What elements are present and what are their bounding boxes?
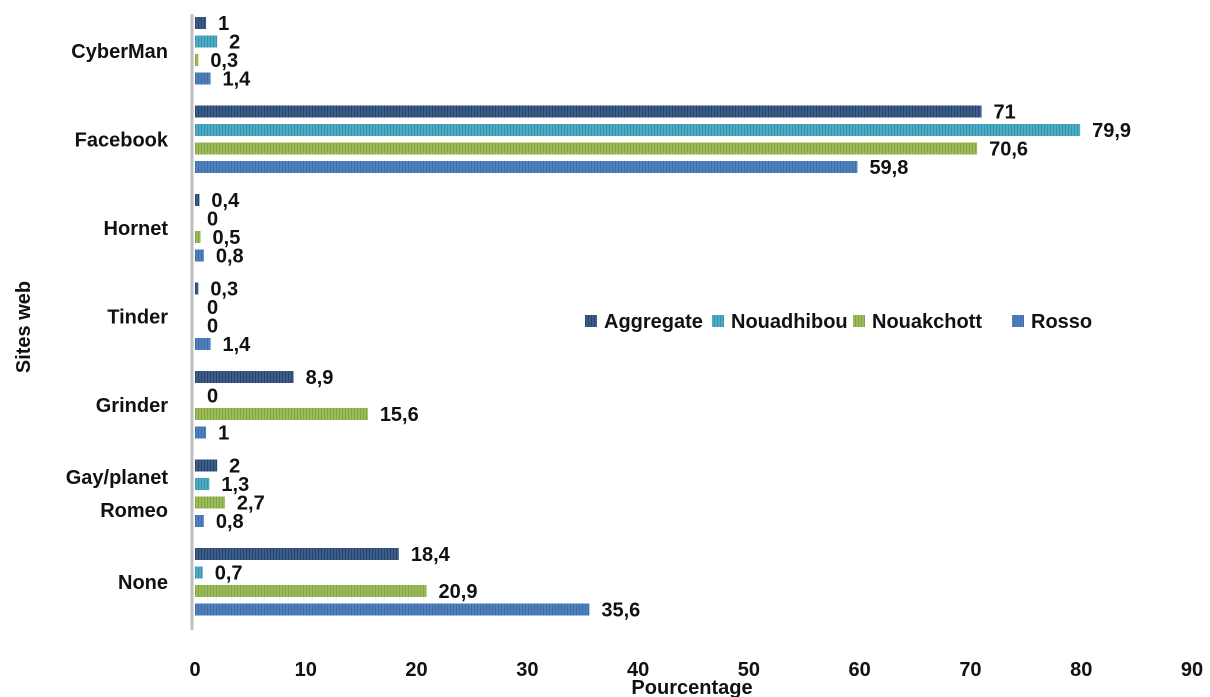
x-tick-label: 20 bbox=[405, 659, 427, 681]
x-tick-label: 10 bbox=[295, 659, 317, 681]
data-label: 15,6 bbox=[380, 404, 419, 426]
legend-swatch-nouadhibou bbox=[712, 315, 724, 327]
legend-label-nouakchott: Nouakchott bbox=[872, 311, 982, 333]
data-label: 20,9 bbox=[439, 581, 478, 603]
data-label: 8,9 bbox=[306, 367, 334, 389]
bar-aggregate-3 bbox=[195, 282, 199, 295]
bar-nouakchott-6 bbox=[195, 585, 427, 597]
y-axis-title: Sites web bbox=[13, 281, 35, 373]
x-tick-label: 80 bbox=[1070, 659, 1092, 681]
data-label: 1,4 bbox=[223, 69, 252, 91]
bars-layer bbox=[195, 17, 1081, 616]
data-labels-layer: 120,31,47179,970,659,80,400,50,80,3001,4… bbox=[207, 13, 1131, 622]
legend-label-nouadhibou: Nouadhibou bbox=[731, 311, 848, 333]
bar-nouakchott-1 bbox=[195, 142, 978, 155]
x-tick-label: 0 bbox=[189, 659, 200, 681]
data-label: 0,4 bbox=[211, 190, 240, 212]
x-tick-label: 50 bbox=[738, 659, 760, 681]
x-tick-label: 60 bbox=[849, 659, 871, 681]
bar-nouakchott-5 bbox=[195, 496, 225, 509]
data-label: 0,8 bbox=[216, 511, 244, 533]
data-label: 0,7 bbox=[215, 563, 243, 585]
data-label: 1,3 bbox=[221, 474, 249, 496]
bar-rosso-4 bbox=[195, 426, 207, 439]
category-label: Gay/planet bbox=[66, 467, 169, 489]
bar-aggregate-0 bbox=[195, 17, 207, 29]
bar-aggregate-6 bbox=[195, 548, 399, 560]
bar-nouakchott-4 bbox=[195, 408, 368, 420]
legend-label-aggregate: Aggregate bbox=[604, 311, 703, 333]
bar-rosso-5 bbox=[195, 515, 204, 527]
x-tick-labels-layer: 0 10 20 30 40 50 60 70 80 90 bbox=[189, 659, 1203, 681]
data-label: 2,7 bbox=[237, 493, 265, 515]
data-label: 35,6 bbox=[601, 600, 640, 622]
category-labels-layer: CyberMan Facebook Hornet Tinder Grinder Gay/p… bbox=[66, 41, 169, 594]
bar-rosso-2 bbox=[195, 249, 204, 262]
data-label: 2 bbox=[229, 32, 240, 54]
x-tick-label: 30 bbox=[516, 659, 538, 681]
data-label: 2 bbox=[229, 456, 240, 478]
data-label: 0,5 bbox=[213, 227, 241, 249]
data-label: 0 bbox=[207, 209, 218, 231]
bar-aggregate-4 bbox=[195, 371, 294, 383]
legend-label-rosso: Rosso bbox=[1031, 311, 1092, 333]
category-label: Grinder bbox=[96, 395, 168, 417]
data-label: 18,4 bbox=[411, 544, 451, 566]
bar-nouakchott-0 bbox=[195, 54, 199, 66]
category-label: None bbox=[118, 572, 168, 594]
category-label: Tinder bbox=[107, 306, 168, 328]
legend-swatch-rosso bbox=[1012, 315, 1024, 327]
category-label: CyberMan bbox=[71, 41, 168, 63]
bar-rosso-0 bbox=[195, 72, 211, 85]
legend-swatch-aggregate bbox=[585, 315, 597, 327]
x-tick-label: 40 bbox=[627, 659, 649, 681]
bar-nouadhibou-5 bbox=[195, 478, 210, 490]
category-label: Romeo bbox=[100, 500, 168, 522]
data-label: 0 bbox=[207, 297, 218, 319]
category-label: Hornet bbox=[104, 218, 169, 240]
data-label: 1,4 bbox=[223, 334, 252, 356]
bar-nouadhibou-6 bbox=[195, 566, 203, 579]
bar-nouadhibou-0 bbox=[195, 35, 218, 48]
data-label: 0 bbox=[207, 386, 218, 408]
x-tick-label: 70 bbox=[959, 659, 981, 681]
data-label: 79,9 bbox=[1092, 120, 1131, 142]
data-label: 70,6 bbox=[989, 139, 1028, 161]
legend-swatch-nouakchott bbox=[853, 315, 865, 327]
bar-aggregate-5 bbox=[195, 459, 218, 472]
data-label: 71 bbox=[994, 102, 1016, 124]
data-label: 59,8 bbox=[869, 157, 908, 179]
x-axis-title: Pourcentage bbox=[631, 677, 752, 697]
data-label: 0,3 bbox=[210, 50, 238, 72]
bar-nouakchott-2 bbox=[195, 231, 201, 243]
data-label: 0,8 bbox=[216, 246, 244, 268]
x-tick-label: 90 bbox=[1181, 659, 1203, 681]
data-label: 0 bbox=[207, 316, 218, 338]
data-label: 0,3 bbox=[210, 279, 238, 301]
data-label: 1 bbox=[218, 423, 229, 445]
category-label: Facebook bbox=[75, 129, 169, 151]
legend: Aggregate Nouadhibou Nouakchott Rosso bbox=[585, 311, 1092, 333]
bar-aggregate-2 bbox=[195, 194, 200, 206]
bar-aggregate-1 bbox=[195, 105, 982, 118]
bar-nouadhibou-1 bbox=[195, 124, 1081, 136]
bar-rosso-1 bbox=[195, 161, 858, 173]
data-label: 1 bbox=[218, 13, 229, 35]
bar-rosso-3 bbox=[195, 338, 211, 350]
bar-rosso-6 bbox=[195, 603, 590, 616]
